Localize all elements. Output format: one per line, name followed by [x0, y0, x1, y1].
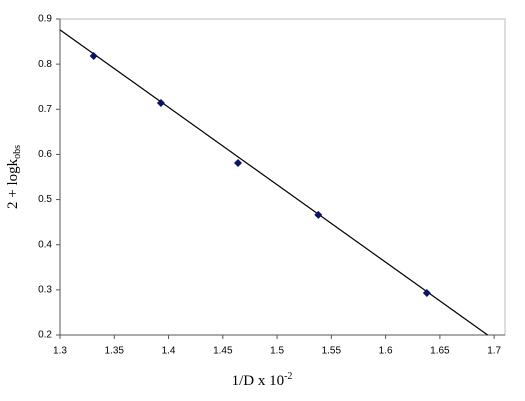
x-tick-label: 1.65 [430, 346, 450, 357]
data-point [422, 289, 431, 298]
x-tick-label: 1.35 [105, 346, 125, 357]
x-axis-title-sup: -2 [284, 371, 292, 382]
plot-frame [59, 18, 506, 336]
y-tick-label: 0.7 [38, 104, 52, 115]
x-tick-label: 1.5 [270, 346, 284, 357]
x-tick-label: 1.45 [213, 346, 233, 357]
y-tick-label: 0.6 [38, 149, 52, 160]
y-tick-label: 0.8 [38, 59, 52, 70]
data-point [314, 210, 323, 219]
x-axis-title-text: 1/D x 10 [232, 373, 285, 389]
y-tick-label: 0.5 [38, 194, 52, 205]
data-point [156, 98, 165, 107]
x-tick-label: 1.55 [322, 346, 342, 357]
y-axis-title: 2 + logkobs [5, 145, 23, 209]
y-axis-title-text: 2 + logk [5, 158, 21, 209]
x-axis-title: 1/D x 10-2 [232, 371, 293, 389]
y-tick-label: 0.4 [38, 239, 52, 250]
y-tick-label: 0.9 [38, 14, 52, 25]
x-tick-label: 1.4 [162, 346, 176, 357]
x-tick-label: 1.7 [487, 346, 501, 357]
y-tick-label: 0.3 [38, 284, 52, 295]
trendline [59, 29, 488, 336]
data-point [89, 52, 98, 61]
y-tick-label: 0.2 [38, 330, 52, 341]
data-point [234, 159, 242, 168]
x-tick-label: 1.3 [53, 346, 67, 357]
y-axis-title-sub: obs [12, 145, 23, 159]
x-tick-label: 1.6 [379, 346, 393, 357]
